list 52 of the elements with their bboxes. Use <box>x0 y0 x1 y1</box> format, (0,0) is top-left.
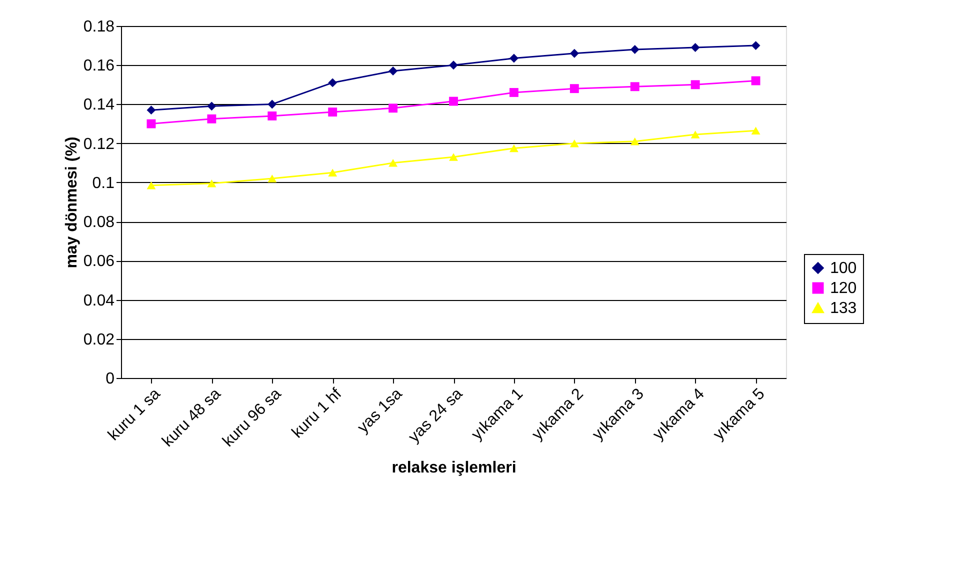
point <box>630 138 640 146</box>
x-tick-label: yas 1sa <box>354 385 406 437</box>
point <box>328 168 338 177</box>
point <box>690 43 700 52</box>
point <box>690 130 700 138</box>
legend-label: 120 <box>830 280 857 297</box>
point <box>690 80 700 90</box>
point <box>751 76 760 86</box>
point <box>570 84 579 94</box>
y-tick-label: 0 <box>106 370 115 388</box>
y-tick-label: 0.1 <box>92 174 115 192</box>
x-axis-title: relakse işlemleri <box>392 460 516 477</box>
point <box>268 100 277 109</box>
y-tick-label: 0.14 <box>83 96 115 114</box>
point <box>207 114 216 124</box>
x-tick-label: kuru 1 hf <box>289 385 346 442</box>
y-tick-label: 0.12 <box>83 136 115 153</box>
point <box>268 111 277 120</box>
point <box>570 48 579 58</box>
point <box>509 54 518 63</box>
point <box>388 66 398 76</box>
y-tick-label: 0.08 <box>83 214 115 232</box>
point <box>509 144 518 152</box>
point <box>509 88 518 97</box>
y-tick-label: 0.06 <box>83 253 115 270</box>
y-axis-title: may dönmesi (%) <box>63 136 80 268</box>
point <box>388 159 398 167</box>
legend-label: 100 <box>830 260 857 277</box>
point <box>268 174 277 182</box>
x-tick-label: yas 24 sa <box>406 385 466 446</box>
point <box>449 96 458 106</box>
point <box>146 119 156 128</box>
point <box>449 60 458 70</box>
y-tick-label: 0.02 <box>83 331 115 348</box>
point <box>146 182 156 190</box>
point <box>630 82 640 92</box>
y-tick-label: 0.18 <box>83 18 115 36</box>
point <box>570 139 579 148</box>
legend-label: 133 <box>830 300 857 317</box>
y-tick-label: 0.04 <box>83 292 115 310</box>
point <box>328 78 338 88</box>
point <box>146 106 156 115</box>
point <box>207 180 216 188</box>
x-tick-label: kuru 96 sa <box>220 385 285 450</box>
point <box>751 41 760 50</box>
point <box>630 44 640 54</box>
point <box>751 126 760 134</box>
point <box>449 153 458 161</box>
point <box>328 108 338 117</box>
point <box>388 104 398 113</box>
y-tick-label: 0.16 <box>83 58 115 75</box>
point <box>207 102 216 111</box>
